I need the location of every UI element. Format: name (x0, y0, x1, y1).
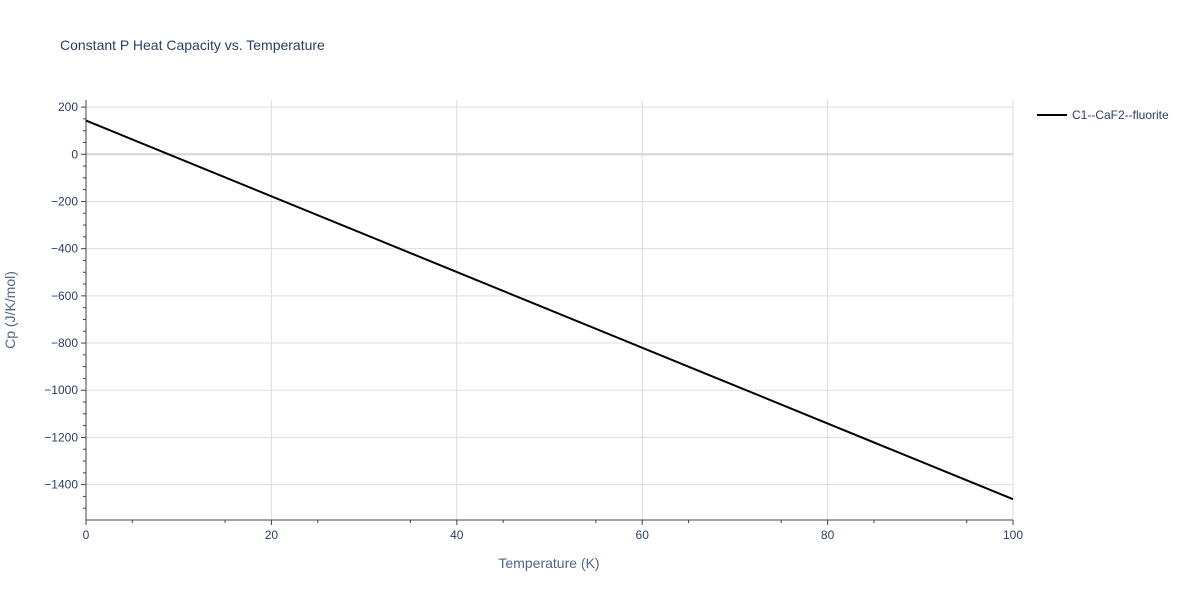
chart-title: Constant P Heat Capacity vs. Temperature (60, 37, 325, 53)
x-tick-label: 100 (1003, 528, 1023, 542)
x-tick-label: 80 (821, 528, 835, 542)
y-tick-label: 0 (71, 147, 78, 161)
y-tick-label: −400 (51, 242, 78, 256)
y-tick-label: −1200 (44, 430, 78, 444)
y-tick-label: −600 (51, 289, 78, 303)
y-axis-title: Cp (J/K/mol) (2, 271, 18, 349)
series-line (85, 119, 1014, 501)
x-tick-label: 20 (265, 528, 279, 542)
series-layer (85, 119, 1014, 501)
grid-layer (86, 100, 1014, 520)
y-tick-label: −200 (51, 194, 78, 208)
y-tick-label: −1000 (44, 383, 78, 397)
y-tick-label: −800 (51, 336, 78, 350)
y-tick-label: −1400 (44, 478, 78, 492)
y-tick-label: 200 (58, 100, 78, 114)
legend[interactable]: C1--CaF2--fluorite (1037, 108, 1169, 122)
x-tick-label: 40 (450, 528, 464, 542)
x-tick-label: 60 (636, 528, 650, 542)
x-tick-label: 0 (83, 528, 90, 542)
x-axis-title: Temperature (K) (498, 555, 599, 571)
legend-label: C1--CaF2--fluorite (1072, 108, 1169, 122)
axes: 0 20 40 60 80 100 200 0 −200 −400 −600 −800 −1000 −12… (44, 100, 1023, 542)
